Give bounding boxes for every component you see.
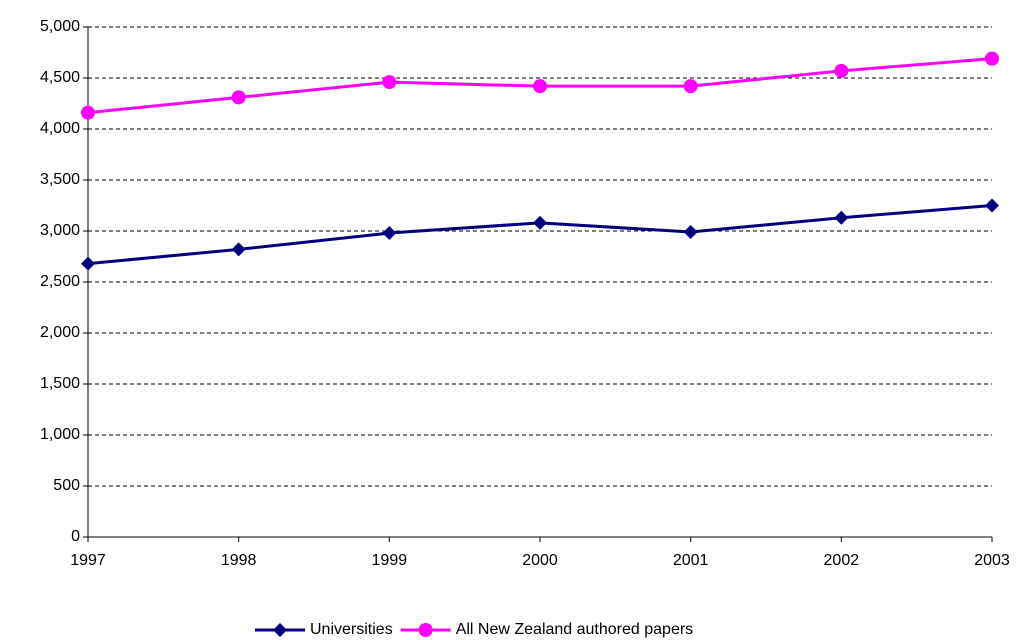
y-tick-label: 4,000 [40,120,80,137]
x-tick-label: 1999 [372,552,408,569]
y-tick-label: 5,000 [40,18,80,35]
y-tick-label: 1,500 [40,375,80,392]
y-tick-label: 0 [71,528,80,545]
series-line [87,204,993,266]
x-tick-label: 1998 [221,552,257,569]
x-tick-label: 2000 [522,552,558,569]
legend-marker [418,623,433,637]
data-point [683,225,698,240]
data-point [834,210,849,225]
data-point [533,79,547,94]
data-point [231,90,246,105]
data-point [985,51,999,66]
data-point [382,75,397,90]
data-point [533,215,547,230]
legend-label: All New Zealand authored papers [456,621,693,638]
data-point [683,79,698,94]
y-tick-label: 3,500 [40,171,80,188]
y-tick-label: 4,500 [40,69,80,86]
x-tick-label: 1997 [70,552,106,569]
data-point [834,63,849,78]
data-point [382,226,397,241]
y-tick-label: 2,000 [40,324,80,341]
y-tick-label: 3,000 [40,222,80,239]
data-point [81,256,95,271]
data-point [985,198,999,213]
x-tick-label: 2001 [673,552,709,569]
x-tick-label: 2003 [974,552,1010,569]
y-tick-label: 2,500 [40,273,80,290]
legend-label: Universities [310,621,393,638]
x-tick-label: 2002 [824,552,860,569]
data-point [231,242,246,257]
data-point [81,105,95,120]
y-tick-label: 500 [53,477,80,494]
y-tick-label: 1,000 [40,426,80,443]
legend-marker [273,623,287,637]
